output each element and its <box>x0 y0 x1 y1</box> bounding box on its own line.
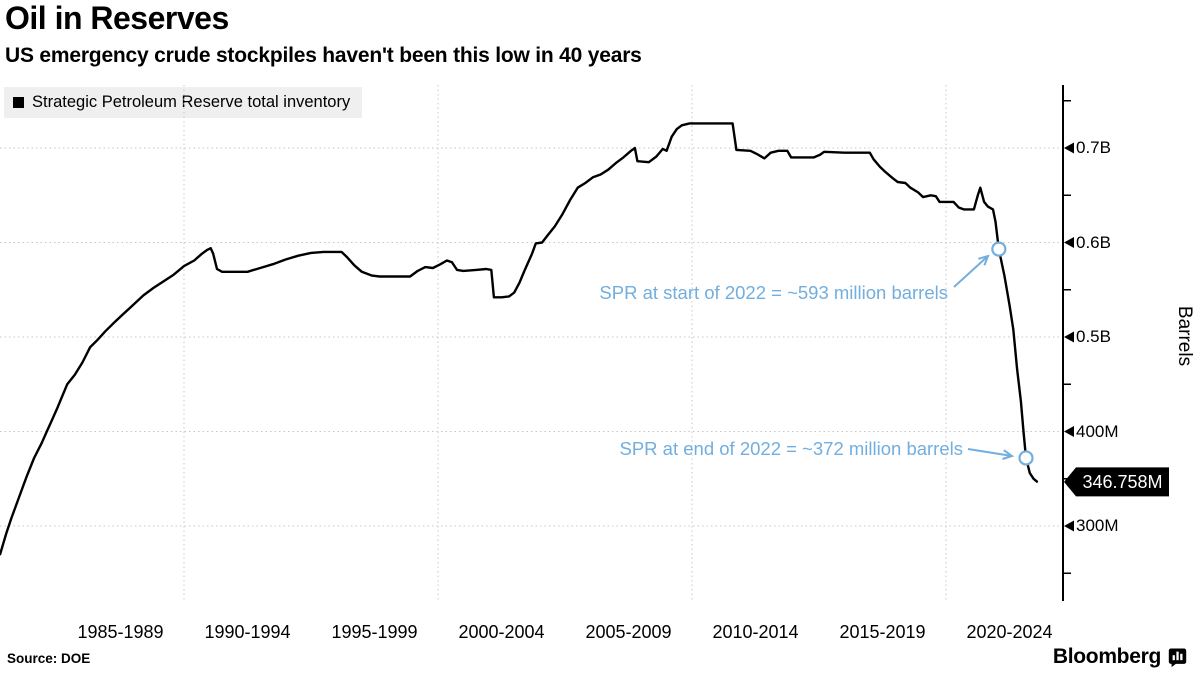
annotation-arrowhead-icon <box>978 254 990 266</box>
annotation-marker-circle-icon <box>991 241 1007 257</box>
x-axis-label: 2005-2009 <box>585 622 672 642</box>
x-axis-label: 1995-1999 <box>331 622 418 642</box>
y-tick-label: 0.5B <box>1076 327 1111 346</box>
current-value-badge <box>1064 467 1169 497</box>
y-tick-arrow-icon <box>1064 426 1074 437</box>
x-axis-label: 2015-2019 <box>839 622 926 642</box>
annotation-text: SPR at end of 2022 = ~372 million barrel… <box>620 438 964 459</box>
legend: Strategic Petroleum Reserve total invent… <box>4 87 363 118</box>
y-tick-label: 300M <box>1076 516 1119 535</box>
annotation-text: SPR at start of 2022 = ~593 million barr… <box>599 282 948 303</box>
annotation-arrow <box>953 255 989 288</box>
y-tick-arrow-icon <box>1064 237 1074 248</box>
current-value-label: 346.758M <box>1082 472 1162 492</box>
bloomberg-icon <box>1168 648 1187 667</box>
source-note: Source: DOE <box>7 651 91 666</box>
x-axis-label: 1985-1989 <box>77 622 164 642</box>
annotation-marker-circle-icon <box>1018 450 1034 466</box>
bloomberg-wordmark: Bloomberg <box>1052 645 1161 668</box>
legend-swatch-icon <box>13 97 24 108</box>
x-axis-label: 2010-2014 <box>712 622 799 642</box>
y-tick-arrow-icon <box>1064 331 1074 343</box>
x-axis-label: 2020-2024 <box>966 622 1053 642</box>
y-tick-label: 0.7B <box>1076 138 1111 157</box>
x-axis-label: 2000-2004 <box>458 622 545 642</box>
page-title: Oil in Reserves <box>5 0 229 36</box>
y-tick-label: 400M <box>1076 421 1119 441</box>
bloomberg-attribution: Bloomberg <box>1053 645 1188 669</box>
y-tick-label: 0.6B <box>1076 232 1111 252</box>
spr-inventory-line <box>0 122 1039 556</box>
page-subtitle: US emergency crude stockpiles haven't be… <box>5 44 642 67</box>
annotation-arrowhead-icon <box>1002 449 1015 460</box>
y-tick-arrow-icon <box>1064 520 1074 532</box>
legend-label: Strategic Petroleum Reserve total invent… <box>32 93 351 111</box>
y-tick-arrow-icon <box>1064 142 1074 154</box>
y-axis-title: Barrels <box>1174 305 1195 367</box>
x-axis-label: 1990-1994 <box>204 622 291 642</box>
annotation-arrow <box>967 448 1013 457</box>
